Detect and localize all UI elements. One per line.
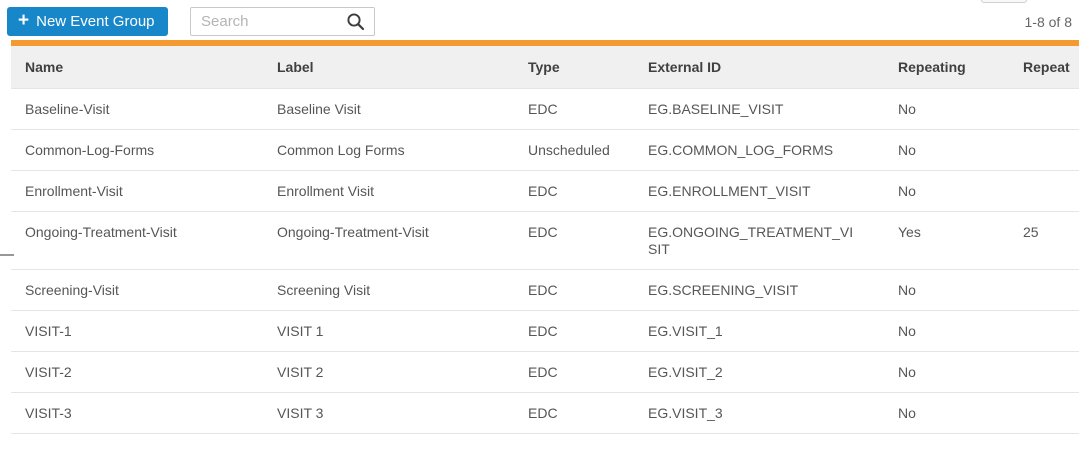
- cell-label: VISIT 1: [277, 309, 528, 351]
- column-header-repeat[interactable]: Repeat: [1023, 46, 1079, 88]
- cell-type: Unscheduled: [528, 128, 648, 170]
- cell-repeating: No: [898, 268, 1023, 310]
- search-input[interactable]: [191, 13, 345, 30]
- cell-external-id: EG.ONGOING_TREATMENT_VISIT: [648, 210, 898, 269]
- cell-repeat: 25: [1023, 210, 1079, 269]
- cell-type: EDC: [528, 87, 648, 129]
- cell-repeat: [1023, 309, 1079, 351]
- cell-external-id: EG.VISIT_2: [648, 350, 898, 392]
- table-row[interactable]: VISIT-1 VISIT 1 EDC EG.VISIT_1 No: [11, 309, 1079, 351]
- cell-name[interactable]: VISIT-3: [11, 391, 277, 434]
- cell-type: EDC: [528, 350, 648, 392]
- cell-type: EDC: [528, 309, 648, 351]
- cell-external-id: EG.VISIT_3: [648, 391, 898, 434]
- cell-repeat: [1023, 391, 1079, 434]
- accent-bar: [11, 40, 1079, 46]
- plus-icon: +: [18, 10, 30, 31]
- cell-label: Screening Visit: [277, 268, 528, 310]
- new-event-group-button[interactable]: + New Event Group: [7, 7, 168, 36]
- cell-repeating: No: [898, 169, 1023, 211]
- cell-name[interactable]: Enrollment-Visit: [11, 169, 277, 211]
- table-row[interactable]: VISIT-2 VISIT 2 EDC EG.VISIT_2 No: [11, 350, 1079, 392]
- column-header-type[interactable]: Type: [528, 46, 648, 88]
- cell-repeating: Yes: [898, 210, 1023, 269]
- column-header-external-id[interactable]: External ID: [648, 46, 898, 88]
- cell-label: Enrollment Visit: [277, 169, 528, 211]
- cell-external-id: EG.COMMON_LOG_FORMS: [648, 128, 898, 170]
- cell-repeating: No: [898, 309, 1023, 351]
- column-header-label[interactable]: Label: [277, 46, 528, 88]
- cell-name[interactable]: Screening-Visit: [11, 268, 277, 310]
- cell-repeat: [1023, 350, 1079, 392]
- column-header-repeating[interactable]: Repeating: [898, 46, 1023, 88]
- cell-type: EDC: [528, 391, 648, 434]
- cell-external-id: EG.ENROLLMENT_VISIT: [648, 169, 898, 211]
- table-row[interactable]: Baseline-Visit Baseline Visit EDC EG.BAS…: [11, 87, 1079, 129]
- cell-type: EDC: [528, 268, 648, 310]
- cell-external-id: EG.SCREENING_VISIT: [648, 268, 898, 310]
- cell-label: Ongoing-Treatment-Visit: [277, 210, 528, 269]
- search-icon[interactable]: [345, 11, 366, 32]
- cell-label: VISIT 2: [277, 350, 528, 392]
- cell-type: EDC: [528, 210, 648, 269]
- cell-label: Common Log Forms: [277, 128, 528, 170]
- cell-name[interactable]: Common-Log-Forms: [11, 128, 277, 170]
- clipped-control: [981, 0, 1027, 3]
- cell-repeat: [1023, 87, 1079, 129]
- cell-name[interactable]: VISIT-2: [11, 350, 277, 392]
- table-row[interactable]: Common-Log-Forms Common Log Forms Unsche…: [11, 128, 1079, 170]
- cell-repeating: No: [898, 128, 1023, 170]
- cell-repeating: No: [898, 87, 1023, 129]
- new-event-group-button-label: New Event Group: [36, 13, 155, 30]
- cell-repeating: No: [898, 350, 1023, 392]
- event-groups-table: Name Label Type External ID Repeating Re…: [11, 46, 1079, 434]
- cell-repeat: [1023, 128, 1079, 170]
- table-header-row: Name Label Type External ID Repeating Re…: [11, 46, 1079, 88]
- cell-type: EDC: [528, 169, 648, 211]
- table-row[interactable]: Enrollment-Visit Enrollment Visit EDC EG…: [11, 169, 1079, 211]
- left-edge-tick: [0, 254, 14, 256]
- pagination-label: 1-8 of 8: [1024, 14, 1072, 30]
- cell-external-id: EG.BASELINE_VISIT: [648, 87, 898, 129]
- cell-repeat: [1023, 268, 1079, 310]
- cell-repeating: No: [898, 391, 1023, 434]
- table-row[interactable]: Ongoing-Treatment-Visit Ongoing-Treatmen…: [11, 210, 1079, 269]
- cell-repeat: [1023, 169, 1079, 211]
- search-box: [190, 7, 375, 36]
- column-header-name[interactable]: Name: [11, 46, 277, 88]
- table-row[interactable]: Screening-Visit Screening Visit EDC EG.S…: [11, 268, 1079, 310]
- cell-name[interactable]: VISIT-1: [11, 309, 277, 351]
- table-row[interactable]: VISIT-3 VISIT 3 EDC EG.VISIT_3 No: [11, 391, 1079, 434]
- cell-name[interactable]: Ongoing-Treatment-Visit: [11, 210, 277, 269]
- cell-name[interactable]: Baseline-Visit: [11, 87, 277, 129]
- cell-label: Baseline Visit: [277, 87, 528, 129]
- cell-label: VISIT 3: [277, 391, 528, 434]
- cell-external-id: EG.VISIT_1: [648, 309, 898, 351]
